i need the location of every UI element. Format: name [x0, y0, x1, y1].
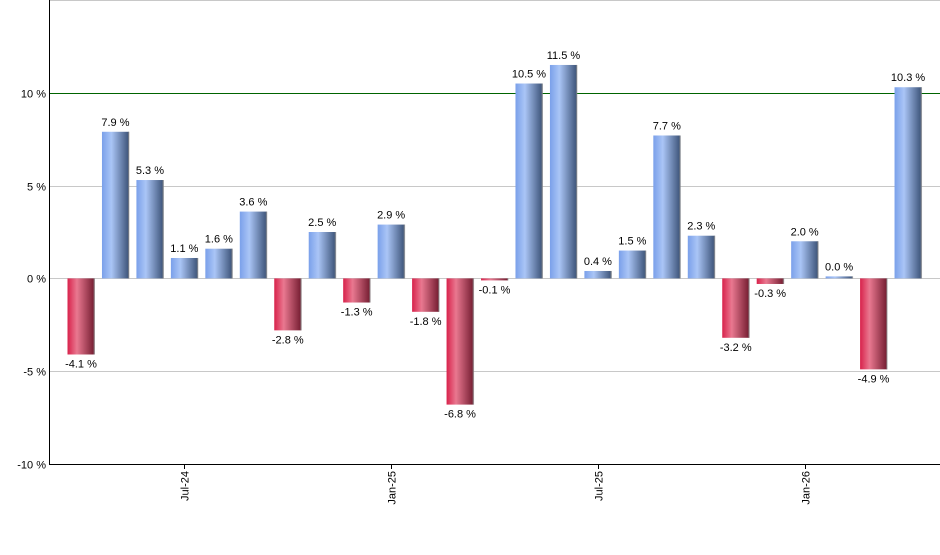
bar-shadow: [93, 278, 95, 355]
bar-Oct-24: [274, 278, 302, 331]
bar-Feb-26: [825, 276, 853, 279]
data-label: 2.5 %: [308, 217, 336, 229]
data-label: 7.9 %: [101, 117, 129, 129]
data-label: 10.3 %: [891, 72, 925, 84]
bar-shadow: [782, 278, 785, 284]
bar-shadow: [610, 270, 612, 279]
data-label: -0.1 %: [479, 284, 511, 296]
data-label: -3.2 %: [720, 342, 752, 354]
data-label: -4.1 %: [65, 358, 97, 370]
bar-Nov-25: [722, 278, 750, 338]
data-label: 2.0 %: [791, 226, 819, 238]
bar-Oct-25: [687, 235, 715, 279]
bar-shadow: [920, 87, 923, 279]
x-tick-label: Jan-26: [801, 471, 813, 505]
x-tick-label: Jul-24: [180, 471, 192, 501]
bar-shadow: [507, 278, 509, 281]
bar-Apr-26: [894, 87, 922, 279]
bar-shadow: [851, 276, 854, 279]
data-label: -0.3 %: [754, 288, 786, 300]
y-tick-label: 5 %: [27, 182, 46, 194]
bar-shadow: [127, 131, 130, 279]
x-tick-label: Jul-25: [594, 471, 606, 501]
bar-shadow: [438, 278, 440, 312]
bar-shadow: [300, 278, 302, 331]
bar-Mar-25: [446, 278, 474, 405]
data-label: -1.3 %: [341, 307, 373, 319]
y-tick-label: 0 %: [27, 274, 46, 286]
data-label: -1.8 %: [410, 316, 442, 328]
bar-shadow: [403, 224, 406, 279]
bar-Jul-25: [584, 270, 612, 279]
bar-Jun-24: [136, 180, 164, 279]
bar-shadow: [748, 278, 750, 338]
bar-Jul-24: [170, 257, 198, 279]
bar-shadow: [196, 257, 199, 279]
data-label: 2.9 %: [377, 210, 405, 222]
data-label: -4.9 %: [858, 373, 890, 385]
bar-Dec-25: [756, 278, 784, 284]
data-label: 1.5 %: [618, 236, 646, 248]
bar-shadow: [231, 248, 233, 279]
bar-shadow: [369, 278, 371, 303]
data-label: 3.6 %: [239, 197, 267, 209]
bar-Aug-24: [205, 248, 233, 279]
bar-shadow: [713, 235, 716, 279]
data-label: 2.3 %: [687, 221, 715, 233]
bar-shadow: [817, 241, 819, 279]
y-tick-label: -5 %: [23, 367, 46, 379]
y-tick-label: -10 %: [17, 460, 46, 472]
bar-shadow: [644, 250, 647, 279]
bar-Sep-24: [239, 211, 267, 279]
bar-Dec-24: [343, 278, 371, 303]
bar-Jan-26: [791, 241, 819, 279]
bar-Sep-25: [653, 135, 681, 279]
x-tick-label: Jan-25: [387, 471, 399, 505]
data-label: 10.5 %: [512, 69, 546, 81]
data-label: -2.8 %: [272, 334, 304, 346]
bar-Jan-25: [377, 224, 405, 279]
data-label: -6.8 %: [444, 409, 476, 421]
bar-Nov-24: [308, 232, 336, 279]
data-label: 1.1 %: [170, 243, 198, 255]
bar-shadow: [472, 278, 475, 405]
data-label: 7.7 %: [653, 120, 681, 132]
bar-Mar-26: [860, 278, 888, 370]
bar-shadow: [265, 211, 268, 279]
bar-Feb-25: [412, 278, 440, 312]
data-label: 0.4 %: [584, 256, 612, 268]
data-label: 1.6 %: [205, 234, 233, 246]
data-label: 5.3 %: [136, 165, 164, 177]
bar-May-25: [515, 83, 543, 279]
bar-Jun-25: [549, 64, 577, 279]
bar-Apr-24: [67, 278, 95, 355]
bar-shadow: [541, 83, 543, 279]
data-label: 0.0 %: [825, 261, 853, 273]
bar-Apr-25: [481, 278, 509, 281]
bar-Aug-25: [618, 250, 646, 279]
bar-shadow: [162, 180, 164, 279]
bar-shadow: [575, 64, 578, 279]
bar-shadow: [334, 232, 337, 279]
bar-shadow: [679, 135, 681, 279]
bar-May-24: [101, 131, 129, 279]
data-label: 11.5 %: [547, 50, 581, 62]
y-tick-label: 10 %: [21, 89, 46, 101]
bar-shadow: [886, 278, 888, 370]
